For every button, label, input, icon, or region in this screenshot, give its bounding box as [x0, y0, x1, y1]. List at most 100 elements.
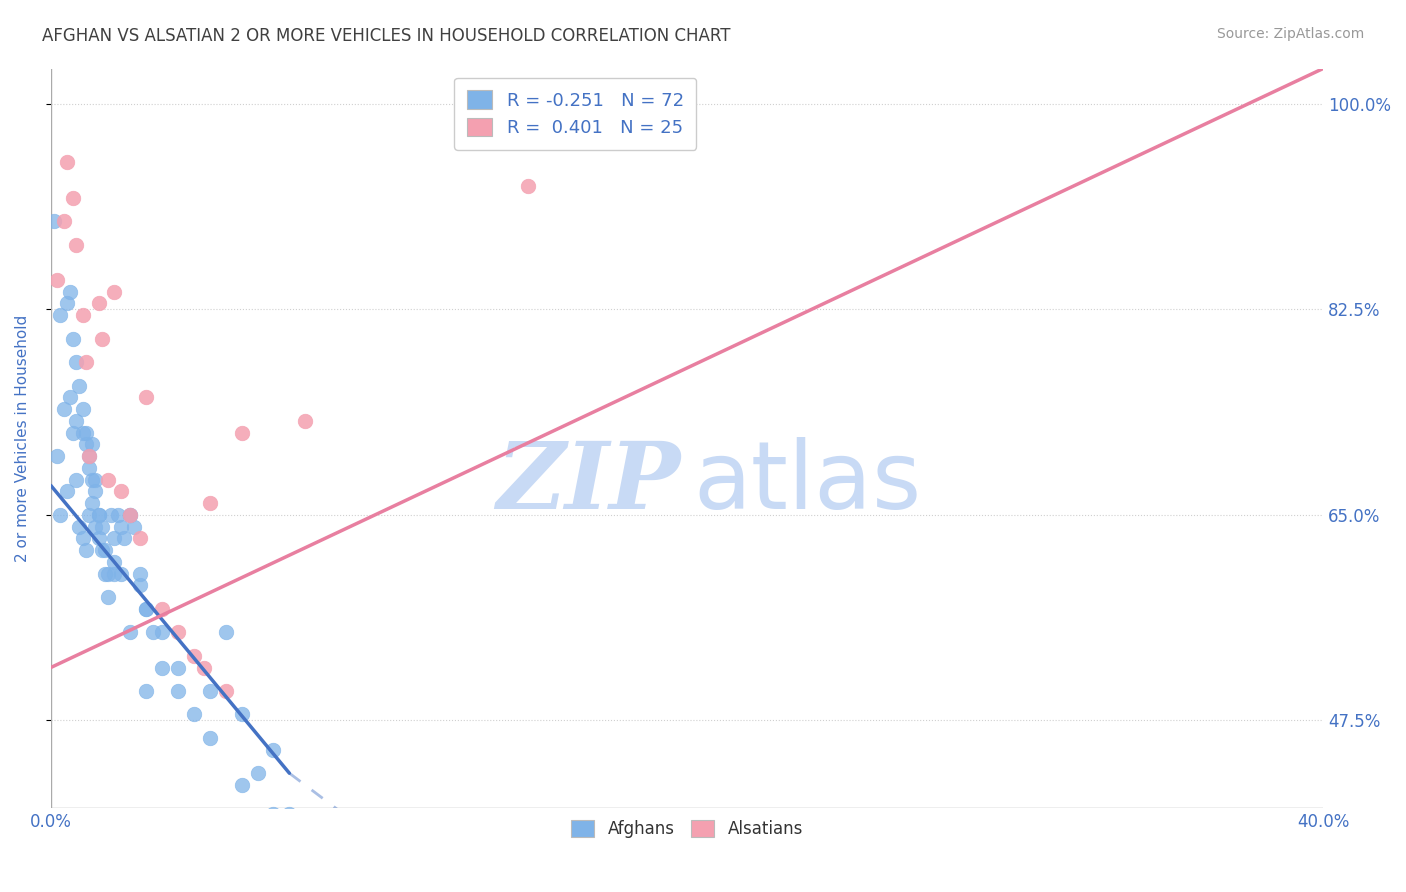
Point: [72, 425, 94, 440]
Point: [150, 625, 173, 640]
Point: [215, 625, 238, 640]
Point: [49, 308, 72, 322]
Point: [198, 496, 221, 510]
Point: [183, 648, 205, 663]
Point: [94, 566, 117, 581]
Point: [90, 332, 112, 346]
Point: [84, 484, 107, 499]
Point: [72, 531, 94, 545]
Point: [46, 449, 69, 463]
Point: [65, 355, 87, 369]
Point: [65, 237, 87, 252]
Point: [82, 496, 104, 510]
Point: [231, 425, 253, 440]
Point: [65, 473, 87, 487]
Point: [77, 449, 100, 463]
Text: AFGHAN VS ALSATIAN 2 OR MORE VEHICLES IN HOUSEHOLD CORRELATION CHART: AFGHAN VS ALSATIAN 2 OR MORE VEHICLES IN…: [42, 27, 731, 45]
Point: [87, 531, 110, 545]
Point: [75, 425, 97, 440]
Point: [46, 273, 69, 287]
Point: [87, 296, 110, 310]
Text: ZIP: ZIP: [496, 438, 681, 528]
Point: [90, 519, 112, 533]
Point: [97, 473, 120, 487]
Point: [278, 807, 301, 822]
Point: [87, 508, 110, 522]
Point: [107, 508, 129, 522]
Point: [183, 707, 205, 722]
Point: [59, 390, 82, 404]
Point: [72, 308, 94, 322]
Point: [150, 660, 173, 674]
Point: [87, 508, 110, 522]
Point: [231, 778, 253, 792]
Point: [62, 191, 84, 205]
Point: [55, 484, 77, 499]
Point: [167, 684, 190, 698]
Point: [120, 508, 142, 522]
Point: [103, 531, 125, 545]
Point: [128, 578, 150, 592]
Point: [110, 519, 132, 533]
Point: [42, 214, 65, 228]
Point: [246, 766, 269, 780]
Point: [193, 660, 215, 674]
Point: [135, 601, 157, 615]
Point: [97, 590, 120, 604]
Point: [100, 508, 122, 522]
Point: [59, 285, 82, 299]
Point: [231, 707, 253, 722]
Point: [215, 684, 238, 698]
Point: [135, 601, 157, 615]
Point: [135, 684, 157, 698]
Point: [120, 625, 142, 640]
Point: [110, 566, 132, 581]
Point: [103, 555, 125, 569]
Point: [198, 731, 221, 745]
Point: [167, 660, 190, 674]
Point: [294, 414, 316, 428]
Y-axis label: 2 or more Vehicles in Household: 2 or more Vehicles in Household: [15, 315, 30, 562]
Point: [82, 437, 104, 451]
Point: [77, 460, 100, 475]
Point: [49, 508, 72, 522]
Point: [120, 508, 142, 522]
Point: [55, 296, 77, 310]
Point: [69, 519, 91, 533]
Point: [82, 473, 104, 487]
Point: [198, 684, 221, 698]
Point: [90, 543, 112, 558]
Text: atlas: atlas: [693, 437, 921, 529]
Point: [150, 601, 173, 615]
Point: [103, 566, 125, 581]
Point: [77, 508, 100, 522]
Point: [122, 519, 145, 533]
Point: [52, 214, 75, 228]
Point: [128, 531, 150, 545]
Point: [77, 449, 100, 463]
Point: [84, 519, 107, 533]
Point: [516, 178, 538, 193]
Point: [103, 285, 125, 299]
Point: [62, 425, 84, 440]
Point: [65, 414, 87, 428]
Point: [75, 437, 97, 451]
Point: [128, 566, 150, 581]
Point: [135, 390, 157, 404]
Point: [112, 531, 135, 545]
Legend: Afghans, Alsatians: Afghans, Alsatians: [564, 813, 810, 845]
Point: [110, 484, 132, 499]
Point: [263, 807, 285, 822]
Text: Source: ZipAtlas.com: Source: ZipAtlas.com: [1216, 27, 1364, 41]
Point: [142, 625, 165, 640]
Point: [55, 155, 77, 169]
Point: [94, 543, 117, 558]
Point: [52, 402, 75, 417]
Point: [263, 742, 285, 756]
Point: [97, 566, 120, 581]
Point: [75, 543, 97, 558]
Point: [84, 473, 107, 487]
Point: [75, 355, 97, 369]
Point: [167, 625, 190, 640]
Point: [62, 332, 84, 346]
